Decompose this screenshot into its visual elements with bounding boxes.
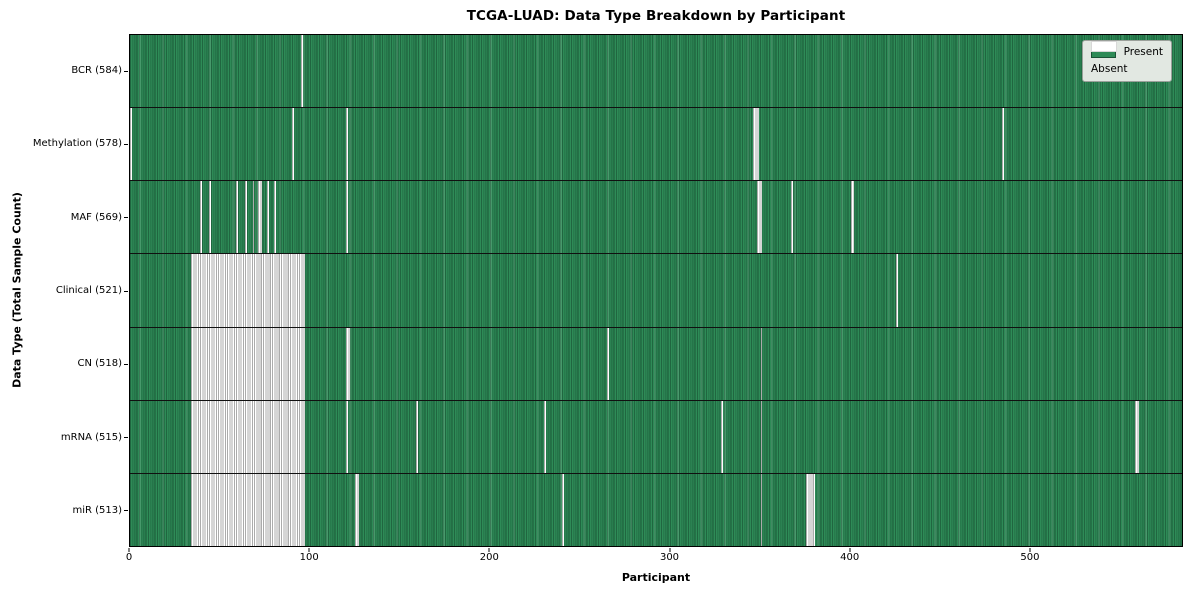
- absent-block: [895, 254, 898, 327]
- x-tick-mark: [669, 548, 670, 552]
- heatmap-row-methylation: [130, 108, 1182, 182]
- y-tick-label: MAF (569): [70, 211, 122, 223]
- absent-block: [753, 108, 759, 181]
- legend-absent-label: Absent: [1091, 63, 1128, 75]
- absent-block: [236, 181, 239, 254]
- absent-block: [355, 473, 359, 546]
- x-axis-title: Participant: [621, 571, 691, 584]
- absent-block: [266, 181, 269, 254]
- y-tick-mark: [124, 143, 128, 145]
- y-tick-label: mRNA (515): [60, 431, 122, 443]
- absent-block: [791, 181, 794, 254]
- x-tick-label: 400: [840, 552, 860, 563]
- heatmap-row-mrna: [130, 400, 1182, 474]
- plot-area: [129, 34, 1183, 547]
- x-tick-mark: [1029, 548, 1031, 552]
- x-tick-label: 300: [659, 552, 680, 563]
- chart-title: TCGA-LUAD: Data Type Breakdown by Partic…: [466, 8, 846, 24]
- y-tick-label: Methylation (578): [32, 138, 122, 150]
- absent-block: [1002, 108, 1004, 181]
- absent-block: [760, 473, 763, 546]
- absent-block: [292, 108, 294, 181]
- absent-block: [191, 327, 305, 400]
- absent-block: [274, 181, 276, 254]
- x-tick-label: 0: [125, 552, 133, 563]
- absent-block: [346, 181, 348, 254]
- absent-block: [805, 473, 815, 546]
- absent-block: [191, 400, 305, 473]
- absent-block: [257, 181, 262, 254]
- y-tick-mark: [124, 437, 128, 439]
- y-tick-label: miR (513): [72, 504, 122, 516]
- absent-block: [252, 181, 255, 254]
- absent-block: [760, 400, 763, 473]
- x-tick-mark: [849, 548, 851, 552]
- absent-block: [209, 181, 212, 254]
- absent-block: [191, 473, 305, 546]
- absent-block: [346, 400, 348, 473]
- absent-block: [191, 254, 305, 327]
- absent-block: [756, 181, 763, 254]
- absent-block: [720, 400, 723, 473]
- y-tick-label: BCR (584): [71, 65, 122, 77]
- absent-block: [760, 327, 763, 400]
- y-tick-label: Clinical (521): [55, 285, 122, 296]
- legend-entry-absent: Absent: [1091, 41, 1163, 75]
- y-tick-label: CN (518): [77, 358, 122, 370]
- x-tick-label: 500: [1020, 552, 1040, 563]
- absent-block: [607, 327, 610, 400]
- x-tick-mark: [308, 548, 310, 552]
- legend: Present Absent: [1082, 40, 1172, 82]
- heatmap-row-clinical: [130, 254, 1182, 328]
- absent-block: [562, 473, 565, 546]
- legend-absent-swatch: [1091, 41, 1117, 52]
- absent-block: [130, 108, 132, 181]
- y-tick-mark: [124, 290, 128, 292]
- legend-present-label: Present: [1123, 46, 1163, 58]
- absent-block: [1135, 400, 1139, 473]
- heatmap-row-mir: [130, 473, 1182, 546]
- y-tick-mark: [124, 363, 128, 365]
- x-tick-mark: [488, 548, 490, 552]
- absent-block: [544, 400, 547, 473]
- absent-block: [346, 108, 348, 181]
- absent-block: [346, 327, 350, 400]
- absent-block: [301, 35, 303, 108]
- y-tick-mark: [124, 217, 128, 219]
- heatmap-row-maf: [130, 181, 1182, 255]
- absent-block: [416, 400, 419, 473]
- x-tick-mark: [128, 548, 130, 552]
- x-tick-label: 100: [299, 552, 319, 563]
- heatmap-row-bcr: [130, 35, 1182, 109]
- y-tick-mark: [124, 70, 128, 72]
- absent-block: [850, 181, 855, 254]
- absent-block: [200, 181, 203, 254]
- y-tick-mark: [124, 510, 128, 512]
- absent-block: [245, 181, 248, 254]
- x-tick-label: 200: [479, 552, 499, 563]
- heatmap-row-cn: [130, 327, 1182, 401]
